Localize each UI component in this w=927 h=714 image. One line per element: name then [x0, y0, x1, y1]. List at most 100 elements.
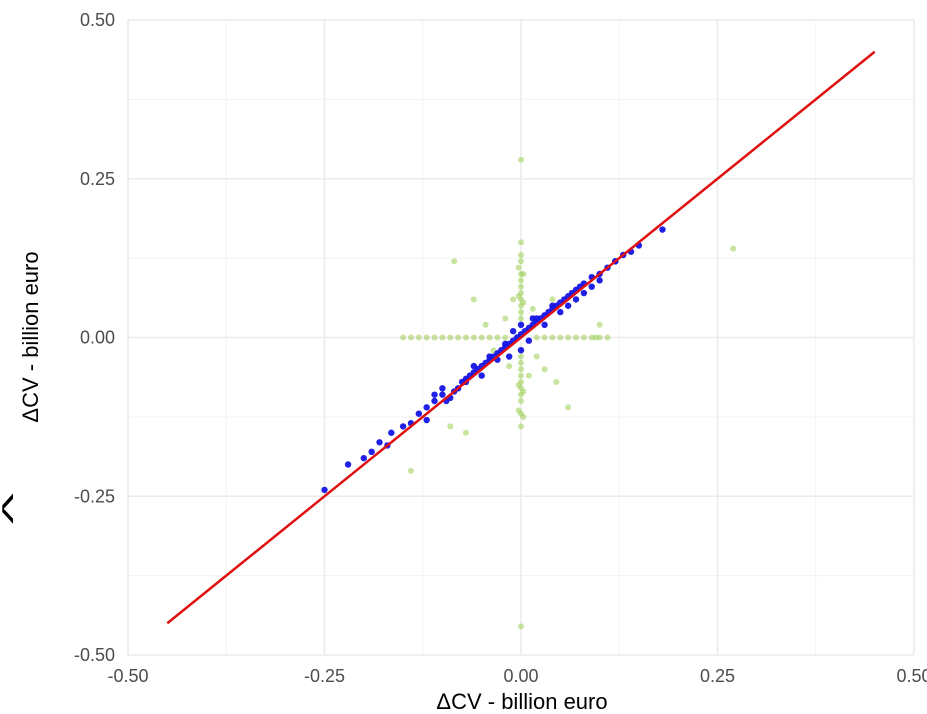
green-point	[518, 423, 524, 430]
y-tick-label: 0.50	[80, 10, 115, 30]
green-point	[470, 334, 477, 341]
blue-point	[564, 302, 572, 309]
blue-point	[423, 416, 430, 424]
green-point	[730, 245, 737, 252]
green-point	[515, 293, 522, 300]
blue-point	[431, 397, 438, 405]
green-point	[518, 359, 524, 366]
blue-point	[517, 347, 525, 354]
blue-point	[506, 353, 513, 360]
x-tick-label: 0.25	[700, 666, 735, 686]
green-point	[506, 363, 513, 370]
green-point	[557, 334, 564, 341]
green-point	[518, 251, 524, 258]
x-axis-title: ΔCV - billion euro	[436, 689, 607, 714]
blue-point	[517, 321, 525, 328]
green-point	[518, 366, 524, 373]
blue-point	[588, 283, 595, 290]
blue-point	[478, 372, 485, 379]
green-point	[518, 398, 524, 404]
green-point	[573, 334, 580, 341]
x-tick-label: -0.50	[107, 666, 148, 686]
green-point	[520, 299, 527, 306]
blue-point	[439, 391, 446, 398]
blue-point	[486, 353, 493, 360]
green-point	[565, 404, 572, 411]
y-tick-label: -0.50	[74, 645, 115, 665]
green-point	[518, 315, 524, 322]
green-point	[525, 372, 532, 379]
green-point	[518, 353, 524, 360]
green-point	[518, 258, 524, 265]
green-point	[565, 334, 572, 341]
green-point	[518, 623, 524, 630]
green-point	[541, 366, 548, 373]
x-tick-label: 0.00	[503, 666, 538, 686]
blue-point	[376, 439, 383, 446]
green-point	[518, 283, 524, 290]
green-point	[580, 334, 587, 341]
blue-point	[509, 327, 517, 335]
y-axis-tick-labels: -0.50 -0.25 0.00 0.25 0.50	[74, 10, 115, 665]
green-point	[515, 382, 522, 389]
green-point	[502, 334, 509, 341]
blue-point	[344, 461, 352, 468]
blue-point	[541, 321, 548, 328]
green-point	[541, 334, 548, 341]
blue-point	[399, 423, 407, 430]
green-point	[482, 321, 489, 328]
green-point	[529, 305, 536, 312]
reference-line	[166, 50, 876, 625]
blue-point	[431, 391, 438, 398]
green-point	[518, 156, 524, 163]
blue-point	[572, 296, 580, 303]
green-point	[462, 334, 469, 341]
y-axis-title: ΔCV - billion euro	[18, 251, 43, 422]
green-point	[486, 334, 493, 341]
major-grid	[127, 19, 915, 656]
green-point	[592, 334, 599, 341]
green-point	[533, 334, 540, 341]
green-point	[455, 334, 462, 341]
y-tick-label: -0.25	[74, 486, 115, 506]
green-point	[520, 413, 527, 420]
green-point	[462, 429, 469, 436]
y-tick-label: 0.00	[80, 328, 115, 348]
blue-point	[415, 410, 423, 417]
green-point	[407, 467, 414, 474]
green-point	[518, 239, 524, 246]
green-point	[478, 334, 485, 341]
green-point	[502, 315, 509, 322]
blue-point	[659, 226, 666, 233]
green-point	[515, 264, 522, 271]
green-point	[604, 334, 611, 341]
green-point	[515, 407, 522, 414]
blue-point	[557, 308, 564, 316]
blue-point	[549, 302, 556, 309]
blue-point	[502, 340, 509, 348]
green-point	[415, 334, 422, 341]
green-point	[518, 372, 524, 379]
green-point	[407, 334, 414, 341]
green-point	[431, 334, 438, 341]
green-point	[596, 321, 603, 328]
green-point	[553, 378, 560, 385]
blue-point	[525, 337, 533, 344]
y-axis-title-group: ΔCV - billion euro ^	[0, 251, 43, 524]
green-point	[549, 334, 556, 341]
blue-point	[529, 315, 536, 322]
green-point	[447, 423, 454, 430]
x-tick-label: 0.50	[896, 666, 927, 686]
green-point	[533, 353, 540, 360]
green-point	[549, 296, 556, 303]
green-point	[520, 388, 527, 395]
green-point	[510, 296, 517, 303]
green-point	[470, 296, 477, 303]
green-point	[423, 334, 430, 341]
green-point	[447, 334, 454, 341]
y-tick-label: 0.25	[80, 169, 115, 189]
green-point	[518, 277, 524, 284]
blue-point	[580, 289, 588, 297]
blue-point	[360, 454, 367, 462]
blue-point	[470, 362, 478, 370]
